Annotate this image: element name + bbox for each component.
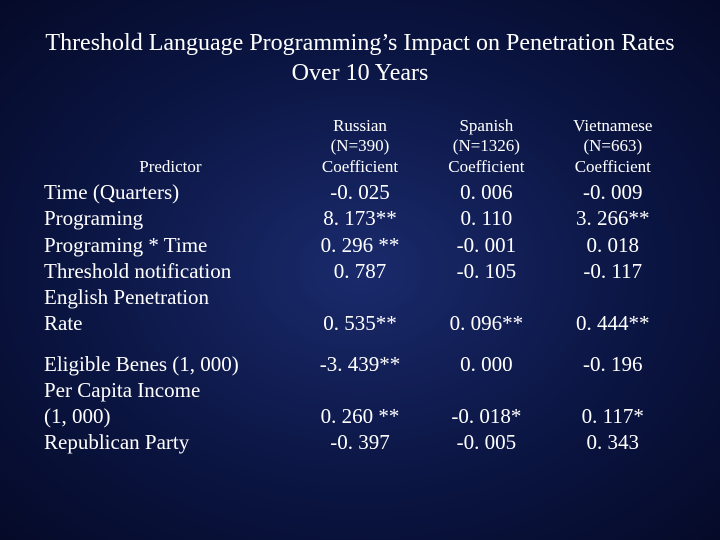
value-cell: 0. 260 **	[297, 403, 423, 429]
value-cell: -0. 009	[550, 179, 676, 205]
value-cell: 0. 006	[423, 179, 549, 205]
value-cell: -0. 001	[423, 232, 549, 258]
value-cell: 0. 096**	[423, 310, 549, 336]
value-cell: 8. 173**	[297, 205, 423, 231]
table-row: Threshold notification0. 787-0. 105-0. 1…	[44, 258, 676, 284]
predictor-cell: English Penetration	[44, 284, 297, 310]
value-cell: 0. 000	[423, 351, 549, 377]
value-cell: -0. 005	[423, 429, 549, 455]
value-cell: -0. 105	[423, 258, 549, 284]
predictor-cell: Eligible Benes (1, 000)	[44, 351, 297, 377]
value-cell: 0. 444**	[550, 310, 676, 336]
value-cell	[550, 284, 676, 310]
table-row: Programing * Time0. 296 **-0. 0010. 018	[44, 232, 676, 258]
predictor-cell: Republican Party	[44, 429, 297, 455]
table-row: (1, 000)0. 260 **-0. 018*0. 117*	[44, 403, 676, 429]
predictor-cell: Rate	[44, 310, 297, 336]
value-cell: 0. 018	[550, 232, 676, 258]
predictor-cell: Threshold notification	[44, 258, 297, 284]
predictor-cell: Programing	[44, 205, 297, 231]
value-cell: -0. 018*	[423, 403, 549, 429]
value-cell	[297, 377, 423, 403]
table-row: Republican Party-0. 397-0. 0050. 343	[44, 429, 676, 455]
value-cell: 0. 296 **	[297, 232, 423, 258]
table-row: Per Capita Income	[44, 377, 676, 403]
predictor-cell: (1, 000)	[44, 403, 297, 429]
value-cell: 0. 343	[550, 429, 676, 455]
table-row: Eligible Benes (1, 000)-3. 439**0. 000-0…	[44, 351, 676, 377]
predictor-cell: Programing * Time	[44, 232, 297, 258]
value-cell: -3. 439**	[297, 351, 423, 377]
table-row: Rate0. 535**0. 096**0. 444**	[44, 310, 676, 336]
value-cell	[423, 284, 549, 310]
value-cell: 0. 787	[297, 258, 423, 284]
table-row: Programing8. 173**0. 1103. 266**	[44, 205, 676, 231]
value-cell: -0. 196	[550, 351, 676, 377]
col-header-spanish: Spanish (N=1326) Coefficient	[423, 116, 549, 179]
value-cell: 3. 266**	[550, 205, 676, 231]
table-header-row: Predictor Russian (N=390) Coefficient Sp…	[44, 116, 676, 179]
table-row: English Penetration	[44, 284, 676, 310]
table-row: Time (Quarters)-0. 0250. 006-0. 009	[44, 179, 676, 205]
predictor-cell: Time (Quarters)	[44, 179, 297, 205]
value-cell	[550, 377, 676, 403]
value-cell	[297, 284, 423, 310]
col-header-predictor: Predictor	[44, 116, 297, 179]
results-table: Predictor Russian (N=390) Coefficient Sp…	[44, 116, 676, 456]
value-cell: 0. 117*	[550, 403, 676, 429]
value-cell	[423, 377, 549, 403]
predictor-cell: Per Capita Income	[44, 377, 297, 403]
value-cell: 0. 110	[423, 205, 549, 231]
value-cell: 0. 535**	[297, 310, 423, 336]
table-body-block1: Time (Quarters)-0. 0250. 006-0. 009Progr…	[44, 179, 676, 337]
table-body-block2: Eligible Benes (1, 000)-3. 439**0. 000-0…	[44, 351, 676, 456]
page-title: Threshold Language Programming’s Impact …	[44, 28, 676, 88]
col-header-russian: Russian (N=390) Coefficient	[297, 116, 423, 179]
col-header-vietnamese: Vietnamese (N=663) Coefficient	[550, 116, 676, 179]
value-cell: -0. 397	[297, 429, 423, 455]
value-cell: -0. 025	[297, 179, 423, 205]
value-cell: -0. 117	[550, 258, 676, 284]
